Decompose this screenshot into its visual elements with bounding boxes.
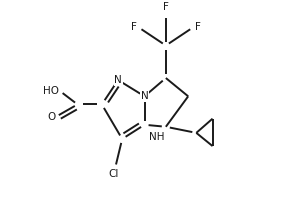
Text: O: O [47,112,55,122]
Text: NH: NH [150,132,165,142]
Text: F: F [131,22,137,32]
Text: F: F [163,2,169,12]
Text: HO: HO [43,86,59,96]
Text: N: N [141,91,148,101]
Text: N: N [114,75,122,85]
Text: Cl: Cl [109,170,119,179]
Text: F: F [195,22,201,32]
